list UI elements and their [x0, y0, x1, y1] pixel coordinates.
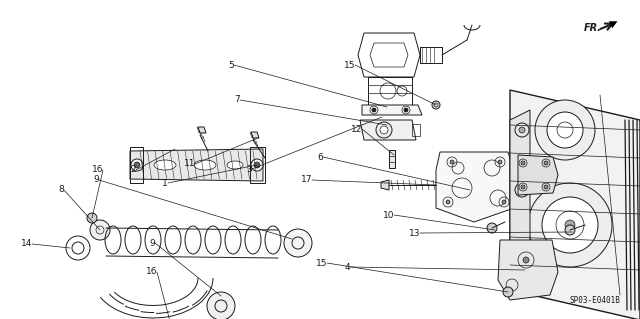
Polygon shape: [510, 110, 530, 290]
Ellipse shape: [154, 160, 176, 170]
Text: 9: 9: [149, 239, 155, 248]
Circle shape: [515, 123, 529, 137]
Circle shape: [207, 292, 235, 319]
Text: 9: 9: [93, 175, 99, 184]
Circle shape: [542, 197, 598, 253]
Circle shape: [502, 200, 506, 204]
Text: 5: 5: [228, 61, 234, 70]
Circle shape: [515, 243, 529, 257]
Text: 10: 10: [383, 211, 394, 219]
Circle shape: [544, 185, 548, 189]
Text: 3: 3: [246, 165, 252, 174]
Polygon shape: [198, 127, 206, 133]
Circle shape: [380, 126, 388, 134]
Polygon shape: [518, 155, 558, 195]
Circle shape: [251, 159, 263, 171]
Circle shape: [519, 187, 525, 193]
Circle shape: [487, 223, 497, 233]
Circle shape: [523, 257, 529, 263]
Text: FR.: FR.: [584, 23, 602, 33]
Circle shape: [565, 225, 575, 235]
Text: 6: 6: [317, 152, 323, 161]
Circle shape: [547, 112, 583, 148]
Circle shape: [515, 183, 529, 197]
Text: 1: 1: [163, 179, 168, 188]
Text: 12: 12: [351, 124, 362, 133]
Circle shape: [432, 101, 440, 109]
Text: 15: 15: [316, 258, 327, 268]
Polygon shape: [360, 120, 416, 140]
Text: 13: 13: [408, 228, 420, 238]
Polygon shape: [251, 132, 259, 138]
Text: 4: 4: [344, 263, 350, 271]
Circle shape: [450, 160, 454, 164]
Ellipse shape: [227, 161, 243, 169]
Bar: [389, 150, 395, 168]
Circle shape: [544, 161, 548, 165]
Text: 14: 14: [20, 240, 32, 249]
Polygon shape: [362, 105, 422, 115]
Polygon shape: [510, 90, 640, 319]
Text: 2: 2: [131, 166, 136, 174]
Circle shape: [521, 185, 525, 189]
Circle shape: [535, 100, 595, 160]
Text: 8: 8: [58, 186, 64, 195]
Circle shape: [87, 213, 97, 223]
Circle shape: [565, 220, 575, 230]
Circle shape: [131, 159, 143, 171]
Text: SP03-E0401B: SP03-E0401B: [570, 296, 621, 305]
Circle shape: [519, 127, 525, 133]
Polygon shape: [498, 240, 558, 300]
Text: 7: 7: [234, 95, 240, 105]
Circle shape: [254, 162, 260, 168]
Text: 16: 16: [92, 166, 103, 174]
Circle shape: [90, 220, 110, 240]
Bar: [420, 47, 442, 63]
Ellipse shape: [194, 160, 216, 170]
Polygon shape: [381, 180, 389, 190]
Text: 11: 11: [184, 160, 195, 168]
Circle shape: [498, 160, 502, 164]
Circle shape: [519, 247, 525, 253]
Text: 16: 16: [145, 268, 157, 277]
Circle shape: [134, 162, 140, 168]
Text: 17: 17: [301, 175, 312, 184]
Polygon shape: [130, 149, 263, 181]
Circle shape: [372, 108, 376, 112]
Text: 15: 15: [344, 61, 355, 70]
Circle shape: [446, 200, 450, 204]
Polygon shape: [436, 152, 514, 222]
Circle shape: [521, 161, 525, 165]
Circle shape: [528, 183, 612, 267]
Circle shape: [284, 229, 312, 257]
Circle shape: [404, 108, 408, 112]
Circle shape: [503, 287, 513, 297]
